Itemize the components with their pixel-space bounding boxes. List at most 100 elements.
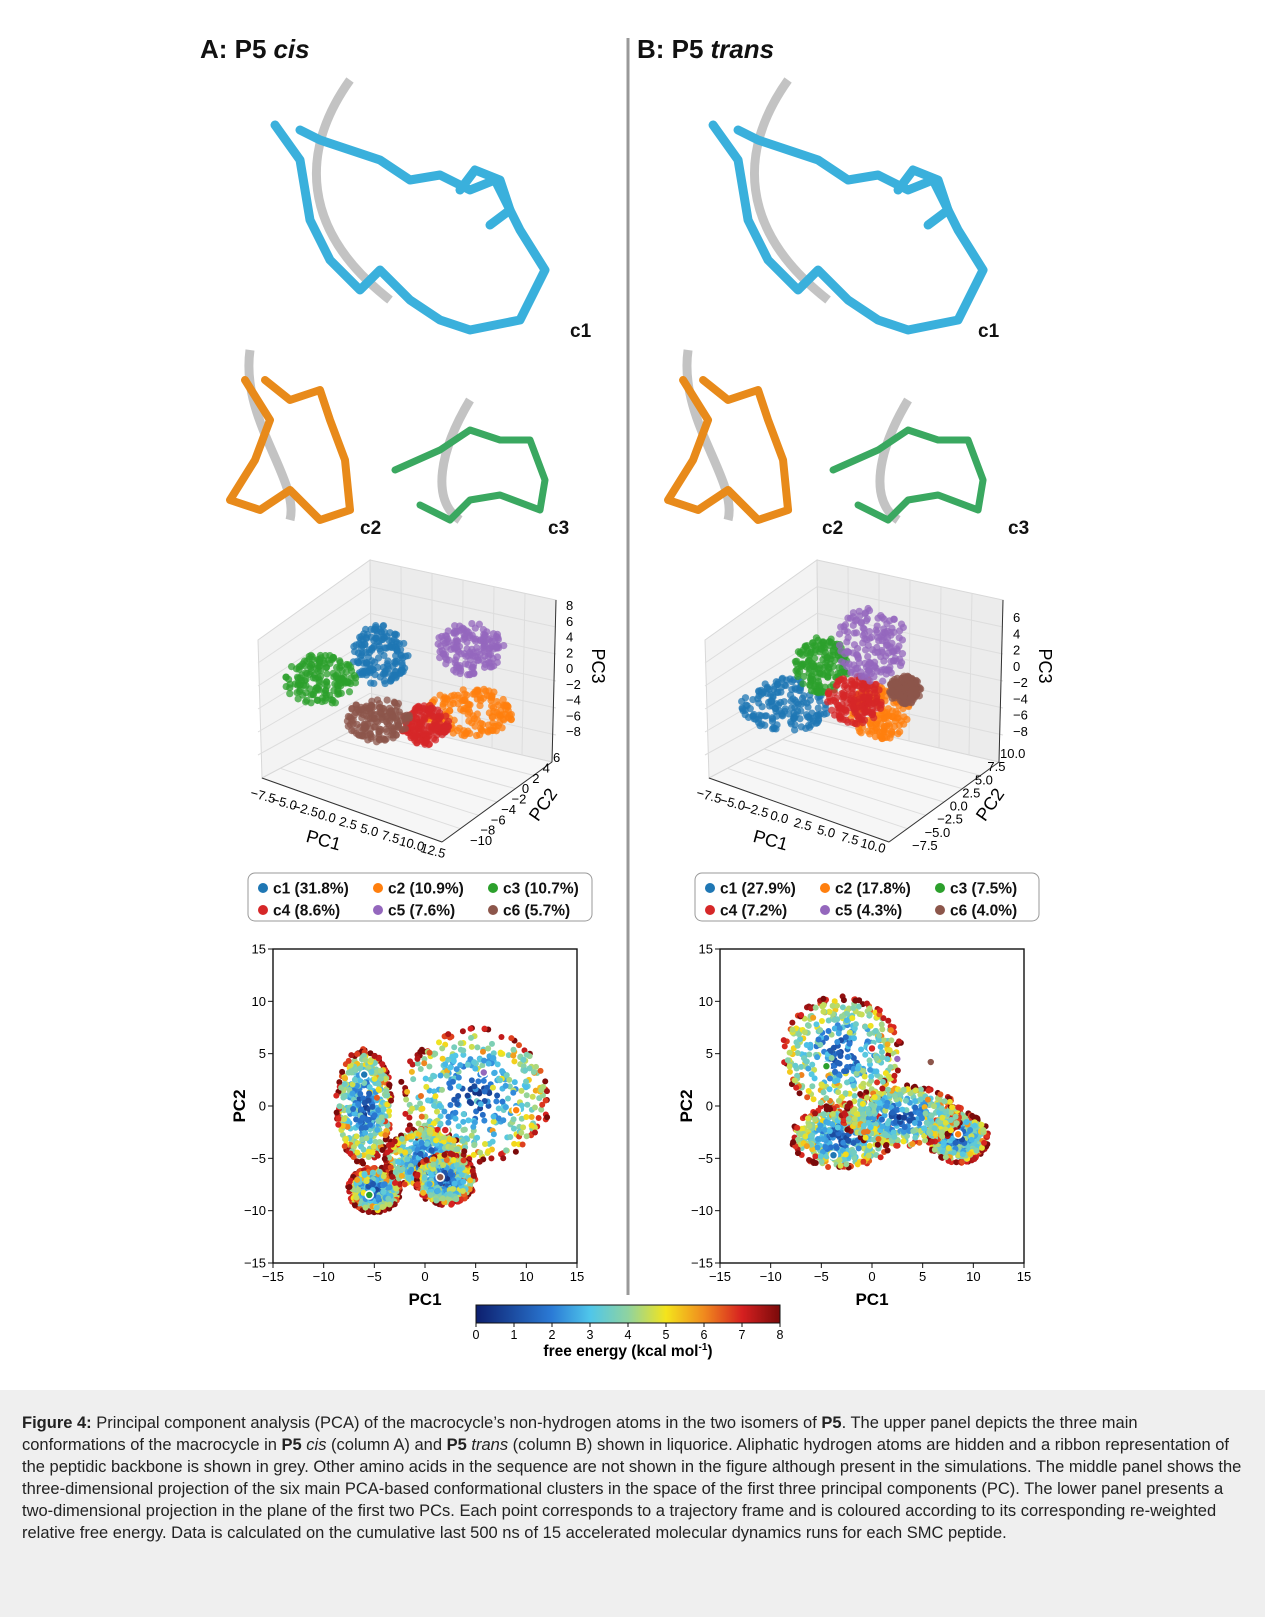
cluster-point [885, 649, 892, 656]
cluster-point [437, 712, 444, 719]
projection-point [542, 1078, 548, 1084]
projection-point [785, 1057, 791, 1063]
cluster-point [402, 725, 409, 732]
x-tick-label: −5 [367, 1269, 382, 1284]
cluster-point [896, 691, 903, 698]
projection-point [379, 1114, 385, 1120]
projection-point [458, 1040, 464, 1046]
cluster-point [884, 628, 891, 635]
panel-title: A: P5cis [200, 34, 310, 64]
cluster-point [870, 673, 877, 680]
z-tick-label: −4 [1013, 691, 1028, 706]
projection-point [418, 1127, 424, 1133]
z-tick-label: 6 [1013, 610, 1020, 625]
projection-point [885, 1041, 891, 1047]
cluster-point [476, 702, 483, 709]
projection-point [435, 1188, 441, 1194]
cluster-point [339, 667, 346, 674]
projection-point [354, 1149, 360, 1155]
projection-point [438, 1073, 444, 1079]
projection-point [828, 1048, 834, 1054]
cluster-point [816, 664, 823, 671]
cluster-point [375, 654, 382, 661]
projection-point [471, 1152, 477, 1158]
projection-point [374, 1127, 380, 1133]
projection-point [426, 1064, 432, 1070]
projection-point [813, 1005, 819, 1011]
projection-point [414, 1173, 420, 1179]
projection-point [891, 1073, 897, 1079]
cluster-point [852, 670, 859, 677]
z-tick-label: 0 [566, 661, 573, 676]
cluster-point [823, 668, 830, 675]
title-italic: trans [710, 34, 774, 64]
cluster-point [404, 714, 411, 721]
projection-point [867, 1143, 873, 1149]
projection-point [855, 1066, 861, 1072]
projection-point [379, 1061, 385, 1067]
projection-point [395, 1159, 401, 1165]
projection-point [518, 1130, 524, 1136]
projection-point [355, 1187, 361, 1193]
projection-point [499, 1068, 505, 1074]
z-tick-label: 6 [566, 614, 573, 629]
projection-point [370, 1181, 376, 1187]
projection-point [429, 1147, 435, 1153]
projection-point [381, 1106, 387, 1112]
projection-point [404, 1156, 410, 1162]
cluster-point [302, 698, 309, 705]
cluster-point [453, 638, 460, 645]
cluster-point [808, 687, 815, 694]
projection-point [418, 1093, 424, 1099]
projection-point [404, 1089, 410, 1095]
projection-point [376, 1086, 382, 1092]
cluster-point [769, 715, 776, 722]
projection-point [837, 1053, 843, 1059]
z-tick-label: 4 [1013, 626, 1020, 641]
projection-point [482, 1141, 488, 1147]
y-tick-label: 5 [259, 1046, 266, 1061]
projection-point [853, 1021, 859, 1027]
cluster-point [418, 738, 425, 745]
projection-point [342, 1081, 348, 1087]
cluster-point [393, 658, 400, 665]
legend-marker [488, 883, 498, 893]
cluster-point [787, 691, 794, 698]
projection-point [376, 1081, 382, 1087]
cluster-point [863, 664, 870, 671]
y-tick-label: 0 [259, 1099, 266, 1114]
projection-point [468, 1035, 474, 1041]
projection-point [867, 1057, 873, 1063]
z-axis-label: PC3 [1035, 648, 1055, 683]
cluster-point [883, 642, 890, 649]
cluster-point [434, 724, 441, 731]
legend-marker [935, 905, 945, 915]
z-tick-label: 8 [566, 598, 573, 613]
figure: A: P5cisc1c2c3−7.5−5.0−2.50.02.55.07.510… [0, 0, 1265, 1390]
cluster-center [512, 1106, 520, 1114]
projection-point [481, 1078, 487, 1084]
projection-point [468, 1026, 474, 1032]
x-tick-label: −15 [262, 1269, 284, 1284]
projection-point [806, 1023, 812, 1029]
projection-point [416, 1121, 422, 1127]
projection-point [360, 1147, 366, 1153]
projection-point [829, 1055, 835, 1061]
projection-point [398, 1079, 404, 1085]
projection-point [437, 1121, 443, 1127]
projection-point [362, 1057, 368, 1063]
projection-point [456, 1083, 462, 1089]
cluster-point [470, 635, 477, 642]
cluster-point [356, 732, 363, 739]
projection-point [442, 1061, 448, 1067]
projection-point [448, 1172, 454, 1178]
projection-point [460, 1188, 466, 1194]
cluster-point [384, 660, 391, 667]
projection-point [460, 1119, 466, 1125]
cluster-point [395, 724, 402, 731]
projection-point [428, 1192, 434, 1198]
legend-marker [935, 883, 945, 893]
projection-point [877, 1007, 883, 1013]
projection-point [354, 1133, 360, 1139]
cluster-point [386, 643, 393, 650]
